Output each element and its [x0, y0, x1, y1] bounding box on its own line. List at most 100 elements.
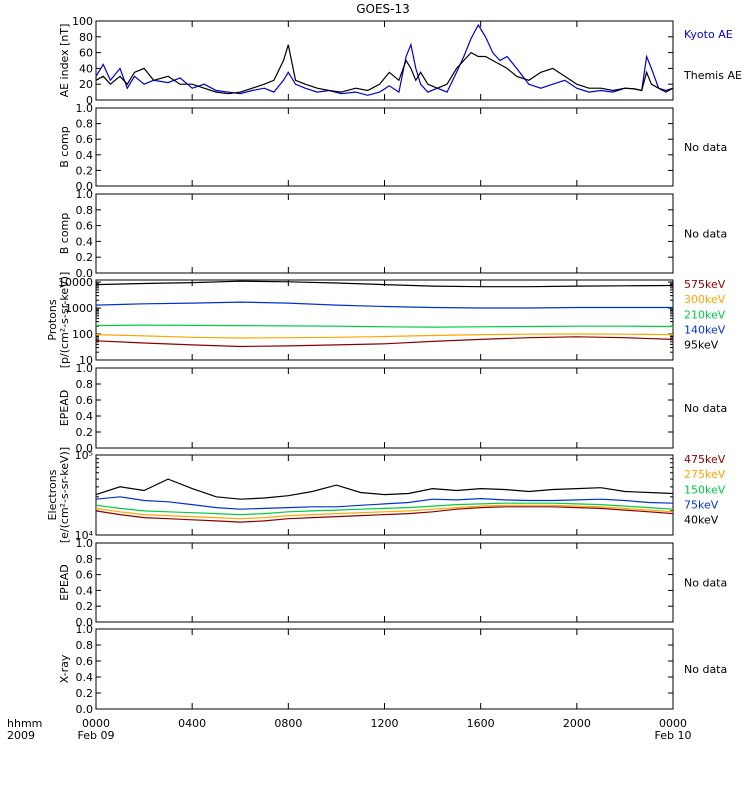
- y-tick-label: 0.2: [76, 426, 94, 439]
- figure-title: GOES-13: [356, 2, 410, 16]
- time-tick-label: 2000: [563, 717, 591, 730]
- y-tick-label: 10: [79, 354, 93, 367]
- y-axis-label: AE index [nT]: [58, 24, 71, 98]
- legend-entry: 140keV: [684, 324, 726, 337]
- series-line-210kev: [95, 324, 674, 328]
- panel-frame: [95, 367, 674, 449]
- panel-frame: [95, 279, 674, 361]
- y-tick-label: 0.6: [76, 394, 94, 407]
- y-tick-label: 1.0: [76, 102, 94, 115]
- series-line-275kev: [95, 504, 674, 520]
- y-tick-label: 0.4: [76, 584, 94, 597]
- y-tick-label: 10⁴: [75, 529, 94, 542]
- y-tick-label: 0.4: [76, 235, 94, 248]
- y-tick-label: 100: [72, 15, 93, 28]
- date-tick-label: Feb 09: [78, 729, 115, 742]
- y-tick-label: 0.2: [76, 251, 94, 264]
- y-tick-label: 0.6: [76, 569, 94, 582]
- panel-protons: 10 100 1000 10000 Protons [p/(cm²-s-sr-keV)] 5…: [46, 272, 726, 369]
- legend-entry: 150keV: [684, 483, 726, 496]
- y-tick-label: 0.4: [76, 149, 94, 162]
- date-tick-label: Feb 10: [655, 729, 692, 742]
- panel-electrons: 10⁴ 10⁵ Electrons [e/(cm²-s-sr-keV)] 475keV 2…: [46, 447, 726, 543]
- y-tick-label: 60: [79, 47, 93, 60]
- y-tick-label: 0.8: [76, 204, 94, 217]
- y-axis-units: [p/(cm²-s-sr-keV)]: [58, 272, 71, 369]
- status-no-data: No data: [684, 141, 727, 154]
- legend-entry: Kyoto AE: [684, 28, 733, 41]
- status-no-data: No data: [684, 402, 727, 415]
- panel-frame: [95, 542, 674, 623]
- legend-entry: 300keV: [684, 293, 726, 306]
- y-tick-label: 0: [86, 94, 93, 107]
- y-tick-label: 0.0: [76, 703, 94, 716]
- y-axis-label: EPEAD: [58, 564, 71, 601]
- series-line-140kev: [95, 301, 673, 309]
- panel-frame: [95, 193, 674, 274]
- panel-frame: [95, 107, 674, 187]
- legend-entry: 575keV: [684, 278, 726, 291]
- y-tick-label: 0.6: [76, 220, 94, 233]
- status-no-data: No data: [684, 577, 727, 590]
- panel-frame: [95, 20, 674, 101]
- y-tick-label: 0.0: [76, 442, 94, 455]
- y-axis-label: Protons: [46, 299, 59, 340]
- panel-frame: [95, 628, 674, 710]
- legend-entry: 40keV: [684, 514, 719, 527]
- panel-bcomp1: 0.0 0.2 0.4 0.6 0.8 1.0 B comp No data: [58, 102, 727, 193]
- y-tick-label: 0.6: [76, 133, 94, 146]
- series-line-575kev: [95, 336, 674, 348]
- y-tick-label: 0.0: [76, 267, 94, 280]
- legend-entry: 210keV: [684, 308, 726, 321]
- time-tick-label: 0000: [82, 717, 110, 730]
- time-tick-label: 1600: [467, 717, 495, 730]
- legend-entry: 275keV: [684, 468, 726, 481]
- legend-entry: Themis AE: [683, 69, 742, 82]
- y-tick-label: 1.0: [76, 537, 94, 550]
- y-tick-label: 10000: [58, 276, 93, 289]
- y-tick-label: 0.4: [76, 671, 94, 684]
- y-tick-label: 0.0: [76, 616, 94, 629]
- y-tick-label: 0.2: [76, 687, 94, 700]
- y-tick-label: 0.6: [76, 655, 94, 668]
- y-tick-label: 20: [79, 78, 93, 91]
- y-tick-label: 1.0: [76, 362, 94, 375]
- y-tick-label: 0.4: [76, 410, 94, 423]
- y-tick-label: 0.8: [76, 639, 94, 652]
- series-line-kyoto-ae: [95, 23, 674, 96]
- y-axis-label: B comp: [58, 213, 71, 255]
- time-tick-label: 0000: [659, 717, 687, 730]
- y-tick-label: 0.8: [76, 553, 94, 566]
- y-tick-label: 1000: [65, 302, 93, 315]
- series-line-75kev: [95, 496, 674, 510]
- series-line-475kev: [95, 506, 674, 523]
- y-tick-label: 0.0: [76, 180, 94, 193]
- y-tick-label: 40: [79, 62, 93, 75]
- series-line-300kev: [95, 333, 674, 339]
- panel-epead2: 0.0 0.2 0.4 0.6 0.8 1.0 EPEAD No data: [58, 537, 727, 629]
- legend-entry: 475keV: [684, 453, 726, 466]
- y-axis-units: [e/(cm²-s-sr-keV)]: [58, 447, 71, 543]
- y-tick-label: 0.8: [76, 378, 94, 391]
- series-line-95kev: [95, 280, 674, 288]
- time-tick-label: 0800: [274, 717, 302, 730]
- y-tick-label: 0.2: [76, 600, 94, 613]
- time-tick-label: 1200: [371, 717, 399, 730]
- legend-entry: 95keV: [684, 339, 719, 352]
- y-axis-label: EPEAD: [58, 390, 71, 427]
- legend-entry: 75keV: [684, 499, 719, 512]
- y-axis-label: Electrons: [46, 469, 59, 520]
- y-axis-label: X-ray: [58, 654, 71, 683]
- status-no-data: No data: [684, 228, 727, 241]
- panel-xray: 0.0 0.2 0.4 0.6 0.8 1.0 X-ray No data: [58, 623, 727, 716]
- series-line-themis-ae: [95, 44, 674, 95]
- y-tick-label: 0.8: [76, 118, 94, 131]
- y-tick-label: 80: [79, 31, 93, 44]
- y-tick-label: 0.2: [76, 164, 94, 177]
- y-tick-label: 100: [72, 328, 93, 341]
- series-line-150kev: [95, 502, 674, 516]
